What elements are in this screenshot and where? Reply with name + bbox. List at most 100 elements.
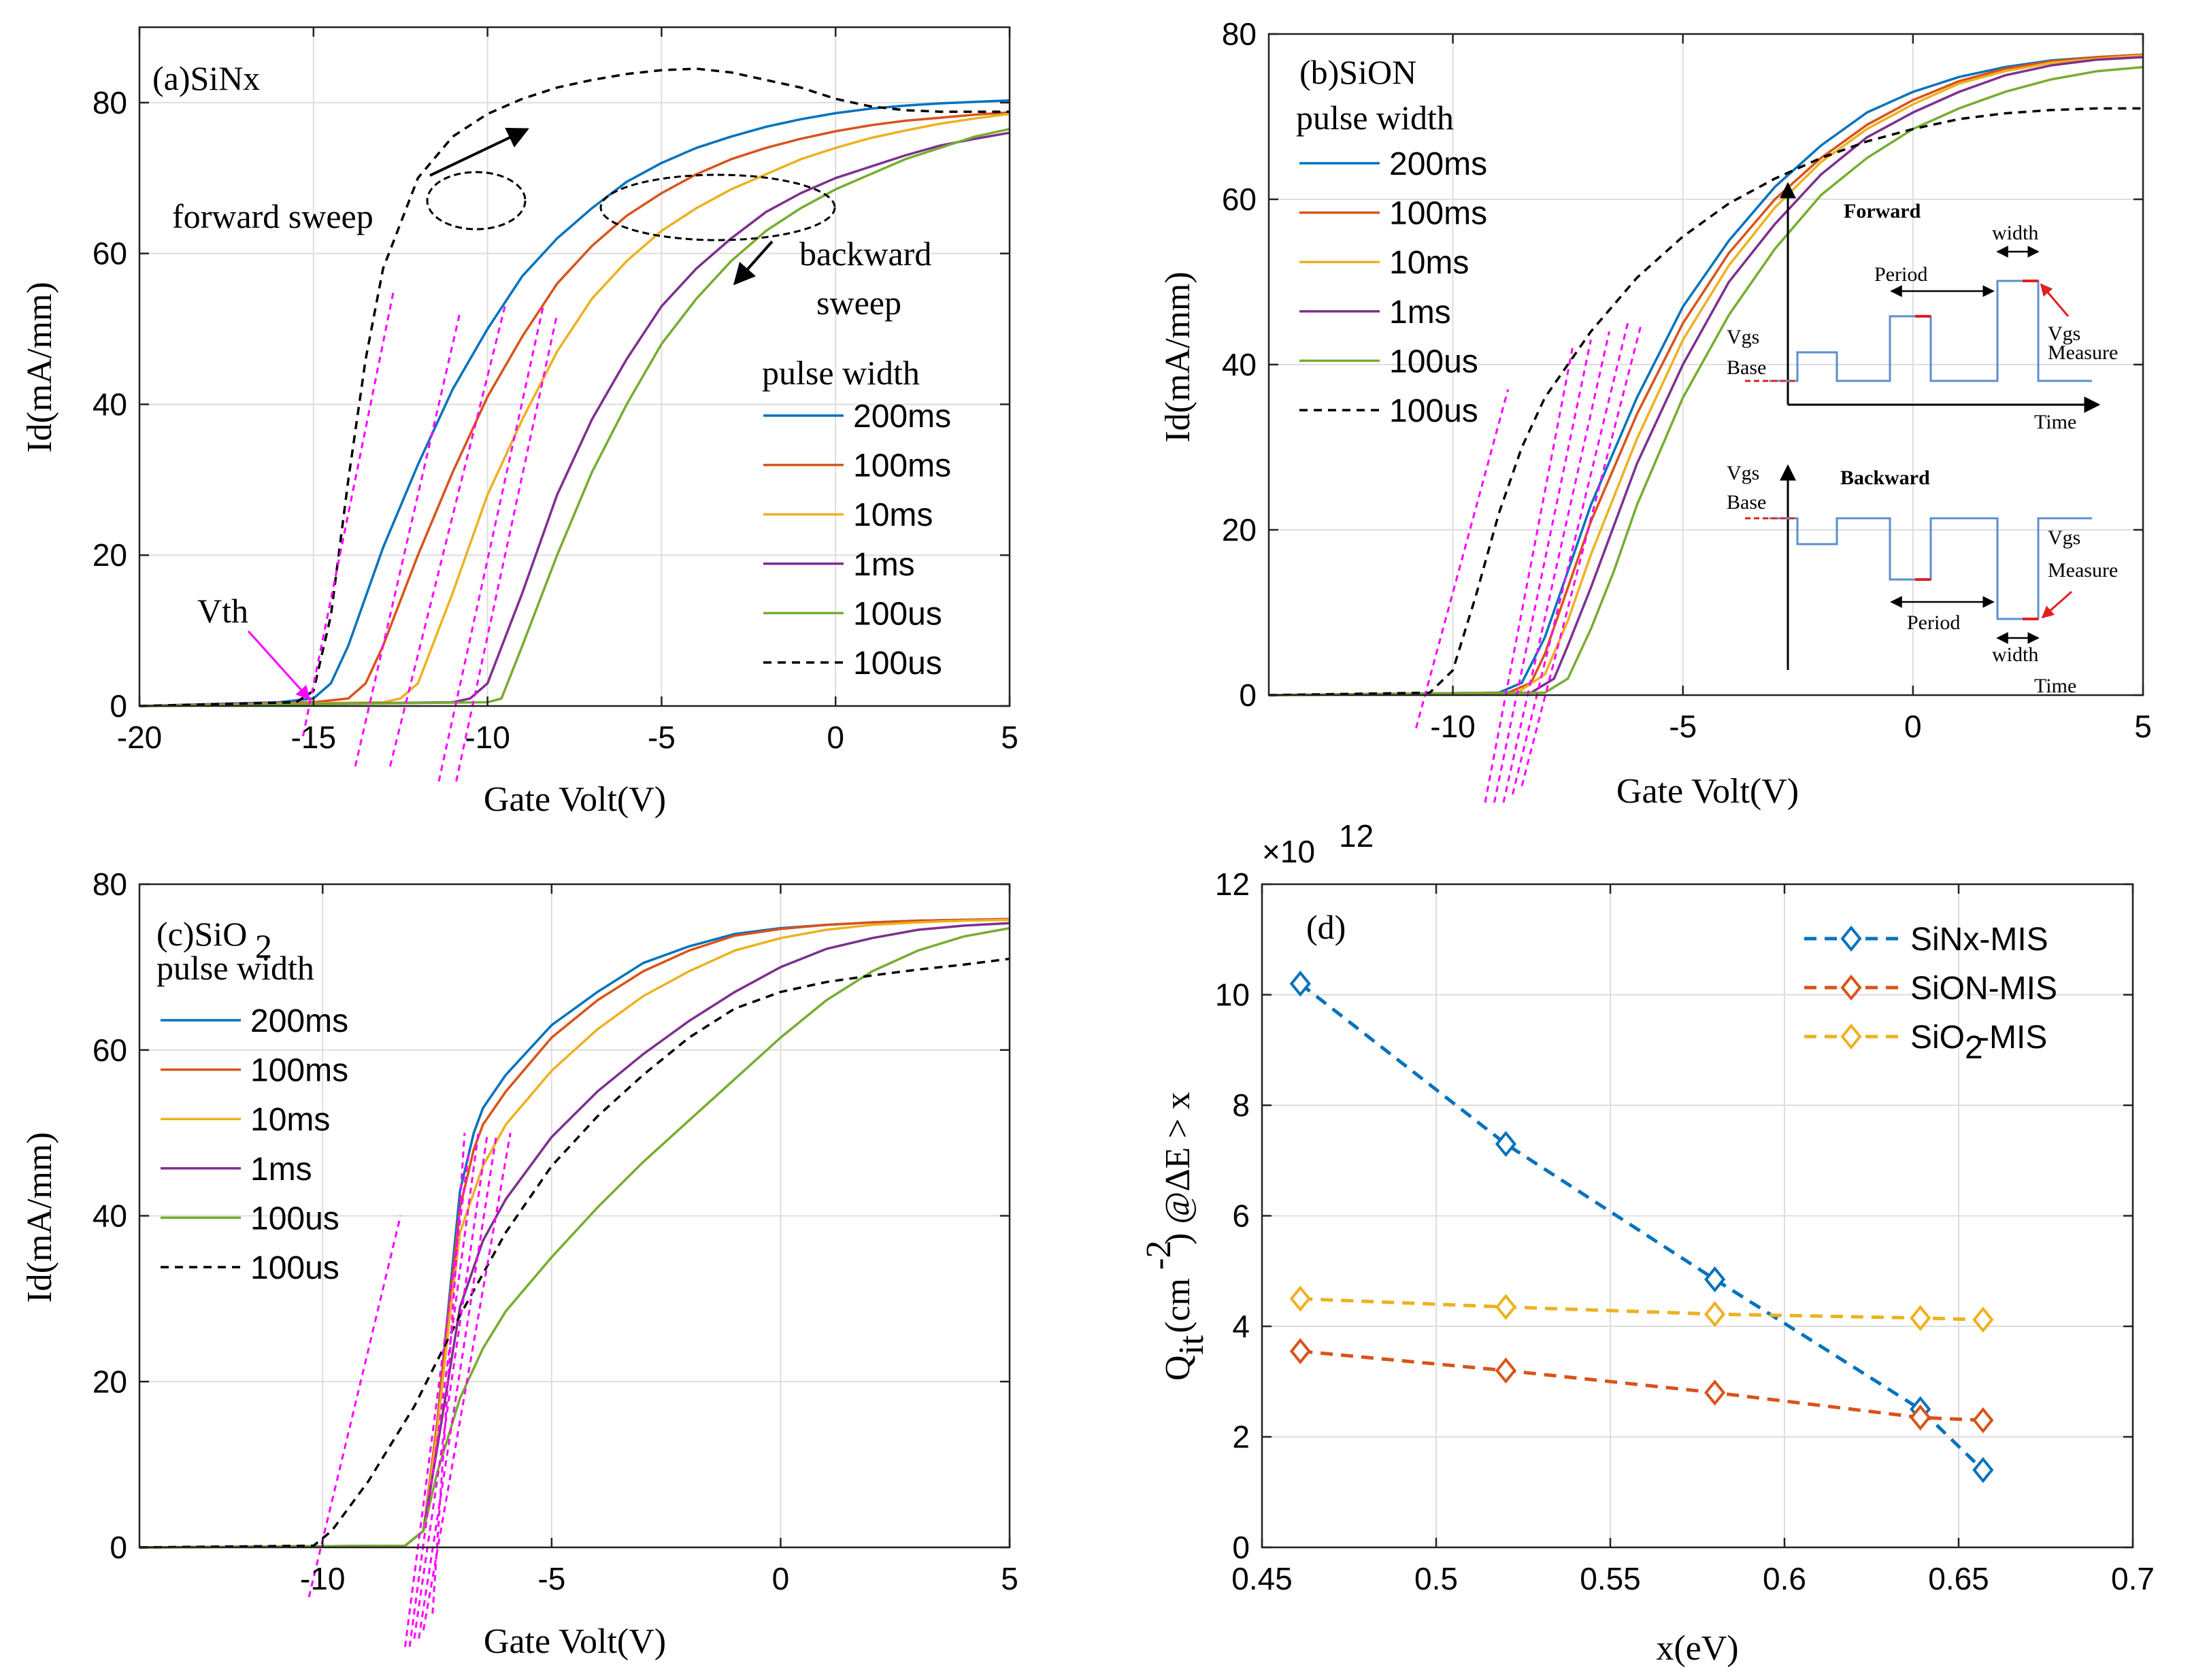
plot-frame — [138, 26, 1011, 707]
panel-d-qit: 0.45 0.5 0.55 0.6 0.65 0.7 0 2 4 6 8 10 12 (d) ×10 12 Si… — [1140, 818, 2155, 1668]
y-tick-label: 60 — [93, 236, 127, 271]
vth-fit-line — [1521, 322, 1643, 787]
forward-arrow — [429, 127, 529, 177]
series-line-100us — [1268, 65, 2144, 696]
legend-label-suffix: -MIS — [1978, 1020, 2047, 1056]
backward-label: Backward — [1840, 467, 1930, 489]
y-tick-label: 0 — [110, 1530, 127, 1565]
y-tick-label: 2 — [1232, 1419, 1250, 1455]
series-line-10ms — [139, 112, 1010, 707]
x-tick-label: -10 — [1430, 709, 1475, 744]
vth-fit-line — [413, 1132, 489, 1639]
forward-sweep-label: forward sweep — [172, 197, 373, 235]
x-tick-label: 0.7 — [2111, 1561, 2155, 1596]
pulse-timing-inset: ForwardPeriodwidthVgsMeasureVgsBaseTimeB… — [1727, 182, 2118, 697]
x-tick-label: -10 — [465, 720, 510, 755]
y-tick-label: 0 — [1239, 677, 1257, 713]
x-axis-label: Gate Volt(V) — [484, 1622, 666, 1661]
data-point-SiNx-MIS — [1289, 971, 1311, 997]
y-tick-label: 40 — [93, 1198, 127, 1234]
forward-period-label: Period — [1874, 263, 1927, 286]
series-line-1ms — [139, 131, 1010, 707]
forward-width-label: width — [1992, 222, 2038, 244]
y-tick-label: 60 — [93, 1032, 127, 1068]
x-tick-label: -5 — [1669, 709, 1697, 744]
legend-marker-SiO-MIS — [1840, 1023, 1862, 1050]
series-line-SiNx-MIS — [1299, 982, 1985, 1472]
panel-title: (a)SiNx — [152, 59, 260, 97]
series-line-SiON-MIS — [1300, 1349, 1983, 1422]
vth-fit-line — [308, 1215, 402, 1598]
y-tick-label: 20 — [1222, 512, 1257, 548]
y-tick-label: 4 — [1232, 1309, 1250, 1344]
y-tick-label: 0 — [1232, 1530, 1250, 1565]
y-tick-label: 20 — [93, 537, 127, 573]
y-axis-label-subscript: it — [1172, 1335, 1211, 1355]
data-point-SiO-MIS — [1495, 1294, 1516, 1320]
data-point-SiON-MIS — [1704, 1379, 1726, 1406]
legend-label-1ms: 1ms — [250, 1152, 312, 1188]
x-tick-label: 5 — [2134, 709, 2152, 744]
y-tick-label: 10 — [1215, 977, 1250, 1013]
legend-label-SiO-MIS: SiO — [1910, 1020, 1965, 1056]
backward-time-label: Time — [2034, 675, 2076, 697]
x-tick-label: 0.5 — [1414, 1561, 1458, 1596]
panel-title-subscript: 2 — [255, 927, 272, 965]
vth-fit-line — [437, 305, 544, 782]
y-tick-label: 80 — [1222, 16, 1257, 52]
series-line-100us — [139, 926, 1010, 1549]
x-tick-label: -5 — [537, 1561, 565, 1596]
panel-title: (c)SiO — [156, 915, 247, 953]
forward-label: Forward — [1844, 200, 1921, 222]
forward-vgs-label: Vgs — [2048, 322, 2080, 345]
data-point-SiON-MIS — [1910, 1404, 1931, 1431]
backward-arrow — [733, 240, 774, 286]
forward-ellipse — [426, 171, 527, 231]
backward-vgs-base-label: Vgs — [1727, 462, 1759, 484]
legend-label-SiON-MIS: SiON-MIS — [1910, 971, 2057, 1007]
data-point-SiON-MIS — [1972, 1407, 1994, 1434]
x-tick-label: -20 — [117, 720, 162, 755]
legend-label-10ms: 10ms — [1389, 245, 1469, 281]
vth-fit-line — [1484, 348, 1574, 803]
y-axis-label: Q — [1159, 1355, 1197, 1381]
y-tick-label: 0 — [110, 688, 127, 724]
y-axis-label-superscript: -2 — [1140, 1241, 1178, 1270]
legend-label-100us: 100us — [250, 1200, 339, 1237]
x-tick-label: 0 — [772, 1561, 790, 1596]
x-tick-label: -5 — [648, 720, 676, 755]
x-tick-label: 0.45 — [1231, 1561, 1293, 1596]
vth-fit-line — [388, 305, 506, 767]
vth-fit-line — [1414, 389, 1510, 728]
vth-arrow — [247, 630, 311, 701]
x-tick-label: 0.6 — [1763, 1561, 1806, 1596]
y-tick-label: 60 — [1222, 182, 1257, 217]
legend-label-200ms: 200ms — [1389, 146, 1487, 182]
legend-title: pulse width — [762, 354, 920, 392]
y-tick-label: 80 — [93, 85, 127, 120]
data-point-SiO-MIS — [1289, 1286, 1311, 1312]
backward-pulse-train — [1769, 517, 2092, 620]
vth-fit-line — [354, 314, 461, 767]
legend-label-100us: 100us — [1389, 343, 1478, 380]
y-exponent-label: ×10 — [1262, 834, 1315, 869]
data-point-SiNx-MIS — [1972, 1457, 1994, 1483]
x-axis-label: Gate Volt(V) — [484, 780, 666, 819]
y-tick-label: 20 — [93, 1364, 127, 1399]
x-tick-label: -15 — [291, 720, 336, 755]
backward-base-label: Base — [1727, 491, 1766, 514]
legend-label-subscript: 2 — [1965, 1030, 1983, 1066]
legend-marker-SiNx-MIS — [1840, 925, 1862, 952]
forward-pulse-train — [1769, 280, 2092, 382]
data-point-SiNx-MIS — [1495, 1130, 1516, 1158]
series-line-100ms — [1268, 53, 2144, 696]
y-tick-label: 80 — [93, 867, 127, 902]
data-point-SiNx-MIS — [1704, 1266, 1726, 1293]
y-tick-label: 12 — [1215, 867, 1250, 902]
y-axis-label: Id(mA/mm) — [1159, 271, 1197, 442]
forward-vgs-base-label: Vgs — [1727, 326, 1759, 348]
series-line-100us — [139, 957, 1010, 1549]
backward-measure-arrow — [2041, 590, 2072, 619]
data-point-SiO-MIS — [1972, 1307, 1994, 1333]
y-tick-label: 6 — [1232, 1198, 1250, 1234]
